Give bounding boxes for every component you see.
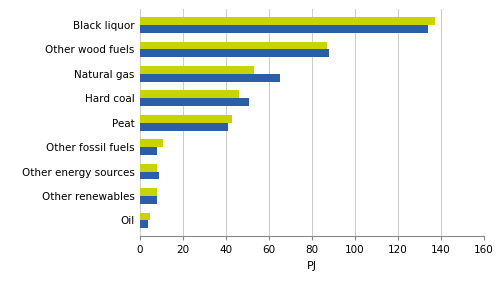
Bar — [140, 115, 232, 123]
Bar — [140, 139, 163, 147]
Bar — [140, 17, 435, 25]
Bar — [140, 221, 148, 228]
Bar — [140, 213, 151, 221]
Bar — [140, 42, 327, 49]
X-axis label: PJ: PJ — [307, 261, 317, 271]
Bar — [140, 188, 157, 196]
Bar — [140, 25, 428, 33]
Bar — [140, 171, 159, 179]
Bar — [140, 147, 157, 155]
Bar — [140, 74, 279, 82]
Bar — [140, 66, 254, 74]
Bar — [140, 164, 157, 171]
Bar — [140, 98, 250, 106]
Bar — [140, 91, 239, 98]
Bar — [140, 123, 228, 131]
Bar — [140, 49, 329, 57]
Bar — [140, 196, 157, 204]
